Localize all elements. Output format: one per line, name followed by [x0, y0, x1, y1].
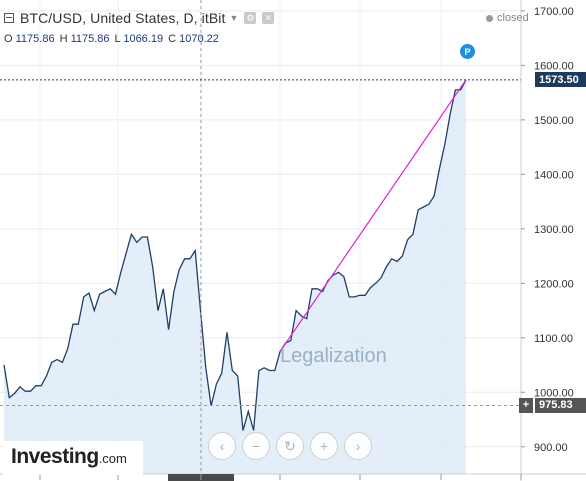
y-tick-label: 1200.00	[534, 278, 574, 290]
chart-navigation: ‹ − ↻ + ›	[208, 432, 372, 460]
ohlc-open: O 1175.86	[4, 33, 55, 45]
ohlc-readout: O 1175.86 H 1175.86 L 1066.19 C 1070.22	[4, 33, 219, 45]
logo-domain-text: .com	[98, 451, 127, 466]
status-text: closed	[497, 12, 529, 24]
ohlc-high: H 1175.86	[59, 33, 110, 45]
scroll-right-button[interactable]: ›	[344, 432, 372, 460]
logo-main-text: Investing	[11, 445, 99, 468]
legalization-annotation[interactable]: Legalization	[280, 345, 387, 367]
investing-logo[interactable]: Investing .com	[3, 441, 143, 475]
market-status: closed	[486, 12, 529, 24]
y-tick-label: 900.00	[534, 442, 568, 454]
crosshair-plus-button[interactable]: +	[519, 397, 533, 413]
scroll-left-button[interactable]: ‹	[208, 432, 236, 460]
y-tick-label: 1300.00	[534, 224, 574, 236]
zoom-in-button[interactable]: +	[310, 432, 338, 460]
symbol-title[interactable]: BTC/USD, United States, D, itBit	[20, 10, 226, 26]
y-tick-label: 1700.00	[534, 6, 574, 18]
price-line	[3, 79, 467, 431]
ohlc-low: L 1066.19	[114, 33, 164, 45]
chart-header: BTC/USD, United States, D, itBit ▼ ⚙ ✕	[4, 8, 275, 28]
collapse-icon[interactable]	[4, 13, 14, 23]
price-area-fill	[4, 79, 466, 475]
ohlc-close: C 1070.22	[168, 33, 219, 45]
y-tick-label: 1600.00	[534, 60, 574, 72]
y-tick-label: 1500.00	[534, 115, 574, 127]
y-tick-label: 1400.00	[534, 169, 574, 181]
zoom-out-button[interactable]: −	[242, 432, 270, 460]
reset-button[interactable]: ↻	[276, 432, 304, 460]
trend-line[interactable]	[279, 79, 467, 352]
y-tick-label: 1000.00	[534, 387, 574, 399]
last-price-tag: 1573.50	[535, 72, 586, 88]
chevron-down-icon[interactable]: ▼	[229, 13, 239, 23]
crosshair-price-tag: 975.83	[535, 397, 586, 413]
close-icon[interactable]: ✕	[262, 12, 275, 24]
status-dot-icon	[486, 14, 493, 22]
y-tick-label: 1100.00	[534, 333, 573, 345]
settings-icon[interactable]: ⚙	[244, 12, 257, 24]
p-badge-icon[interactable]: P	[460, 44, 475, 59]
